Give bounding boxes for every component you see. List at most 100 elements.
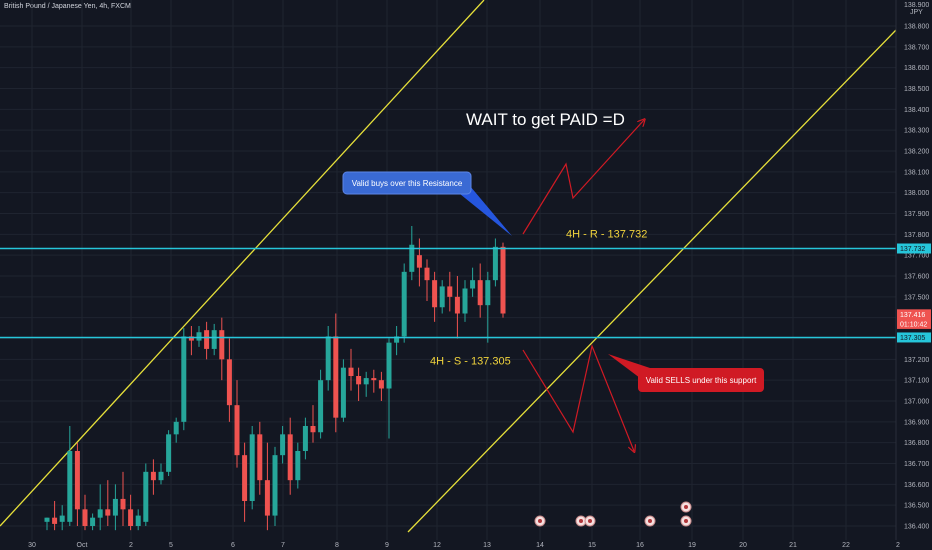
candle-body <box>105 509 111 516</box>
candle-body <box>485 280 491 306</box>
candle-body <box>348 367 354 376</box>
candle-body <box>150 471 156 481</box>
buys-callout-text: Valid buys over this Resistance <box>352 179 463 188</box>
candle-body <box>409 244 415 272</box>
y-top-label: 138.900 <box>904 2 929 9</box>
candle-body <box>181 336 187 422</box>
annotations: WAIT to get PAID =D Valid buys over this … <box>342 110 764 527</box>
candle-body <box>432 280 438 308</box>
event-marker-dot <box>684 505 688 509</box>
candle-body <box>371 378 377 381</box>
x-tick-label: 12 <box>433 542 441 549</box>
x-tick-label: 16 <box>636 542 644 549</box>
x-tick-label: 8 <box>335 542 339 549</box>
bearish-projection-arrow <box>522 343 634 451</box>
y-tick-label: 138.500 <box>904 86 929 93</box>
grid <box>0 0 896 540</box>
y-tick-label: 136.400 <box>904 524 929 531</box>
y-tick-label: 138.200 <box>904 149 929 156</box>
x-tick-label: 21 <box>789 542 797 549</box>
event-marker-dot <box>579 519 583 523</box>
x-tick-label: 5 <box>169 542 173 549</box>
y-tick-label: 138.100 <box>904 169 929 176</box>
y-tick-label: 136.700 <box>904 461 929 468</box>
candle-body <box>158 471 164 481</box>
candle-body <box>52 517 58 524</box>
time-axis[interactable]: 30 Oct 2 5 6 7 8 9 12 13 14 15 16 19 20 21 22 2 <box>28 542 900 549</box>
x-tick-label: 15 <box>588 542 596 549</box>
y-tick-label: 137.200 <box>904 357 929 364</box>
y-tick-label: 138.600 <box>904 65 929 72</box>
candle-body <box>82 509 88 526</box>
y-tick-label: 138.700 <box>904 44 929 51</box>
y-tick-label: 136.600 <box>904 482 929 489</box>
candle-body <box>477 280 483 306</box>
x-tick-label: Oct <box>77 542 88 549</box>
x-tick-label: 13 <box>483 542 491 549</box>
resistance-label: 4H - R - 137.732 <box>566 229 647 241</box>
candle-body <box>188 336 194 341</box>
candle-body <box>363 378 369 385</box>
candle-body <box>340 367 346 418</box>
candle-body <box>242 455 248 501</box>
price-tag[interactable] <box>897 332 931 343</box>
candle-body <box>112 498 118 516</box>
x-tick-label: 6 <box>231 542 235 549</box>
candle-body <box>310 426 316 433</box>
candle-body <box>356 376 362 385</box>
y-tick-label: 136.500 <box>904 503 929 510</box>
price-tag[interactable] <box>897 309 931 320</box>
x-tick-label: 2 <box>896 542 900 549</box>
candle-body <box>120 498 126 510</box>
candle-body <box>287 434 293 481</box>
y-tick-label: 138.300 <box>904 128 929 135</box>
symbol-title: British Pound / Japanese Yen, 4h, FXCM <box>4 3 131 10</box>
candle-body <box>257 434 263 481</box>
price-tag-label: 01:10:42 <box>900 321 927 328</box>
candle-body <box>272 455 278 516</box>
candle-body <box>325 336 331 381</box>
candle-body <box>386 342 392 389</box>
y-tick-label: 137.800 <box>904 232 929 239</box>
y-unit-label: JPY <box>910 9 923 16</box>
event-marker-dot <box>588 519 592 523</box>
candle-body <box>295 451 301 481</box>
candle-body <box>219 330 225 360</box>
candle-body <box>204 330 210 349</box>
candle-body <box>264 480 270 516</box>
trend-channel <box>0 0 897 533</box>
price-tag-label: 137.732 <box>900 246 925 253</box>
price-tag[interactable] <box>897 318 931 329</box>
sells-callout-text: Valid SELLS under this support <box>646 376 757 385</box>
x-tick-label: 30 <box>28 542 36 549</box>
y-tick-label: 138.000 <box>904 190 929 197</box>
candle-body <box>249 434 255 501</box>
candle-body <box>97 509 103 518</box>
y-tick-label: 138.400 <box>904 107 929 114</box>
candle-body <box>166 434 172 472</box>
event-marker-dot <box>648 519 652 523</box>
levels[interactable]: 4H - R - 137.732 4H - S - 137.305 <box>0 229 896 368</box>
y-tick-label: 137.100 <box>904 378 929 385</box>
candle-body <box>318 380 324 433</box>
price-tag[interactable] <box>897 243 931 254</box>
candle-body <box>447 286 453 297</box>
price-axis[interactable]: 136.400 136.500 136.600 136.700 136.800 136.9… <box>895 0 931 540</box>
candle-body <box>401 271 407 337</box>
candle-body <box>492 246 498 281</box>
price-tag-label: 137.416 <box>900 312 925 319</box>
candle-body <box>416 255 422 268</box>
candle-body <box>424 267 430 281</box>
candle-body <box>67 451 73 522</box>
candle-body <box>59 515 65 522</box>
candle-body <box>470 280 476 289</box>
candle-body <box>226 359 232 406</box>
y-tick-label: 138.800 <box>904 24 929 31</box>
candle-body <box>128 509 134 526</box>
support-label: 4H - S - 137.305 <box>430 355 511 367</box>
y-tick-label: 137.000 <box>904 399 929 406</box>
candle-body <box>333 336 339 418</box>
candle-body <box>394 336 400 343</box>
candle-body <box>302 426 308 451</box>
